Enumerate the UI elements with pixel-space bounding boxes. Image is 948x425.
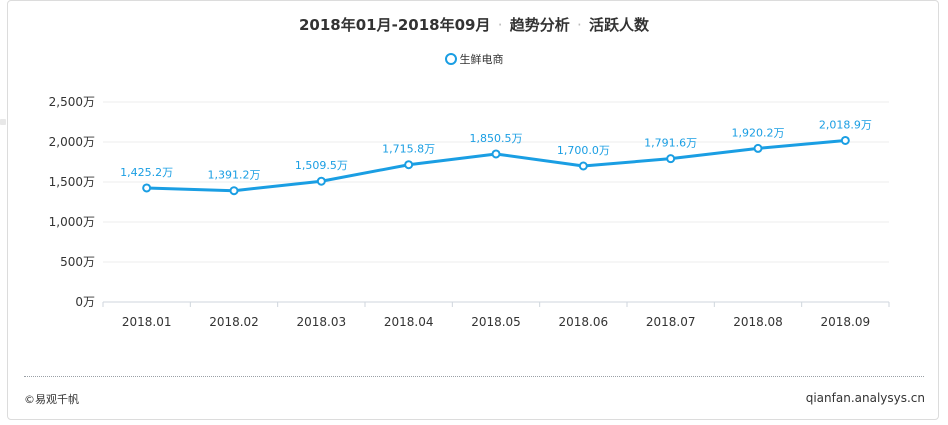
y-tick-label: 500万 <box>60 255 95 269</box>
data-label: 1,509.5万 <box>295 159 348 172</box>
x-tick-label: 2018.08 <box>733 315 783 329</box>
y-tick-label: 1,500万 <box>49 175 95 189</box>
x-tick-label: 2018.01 <box>122 315 172 329</box>
data-point <box>404 160 414 170</box>
data-label: 1,715.8万 <box>382 143 435 156</box>
title-metric: 活跃人数 <box>588 16 649 34</box>
title-range: 2018年01月-2018年09月 <box>298 16 491 34</box>
data-label: 1,391.2万 <box>208 169 261 182</box>
y-tick-label: 0万 <box>75 295 95 309</box>
legend-label: 生鲜电商 <box>459 53 504 66</box>
data-point <box>578 161 588 171</box>
x-tick-label: 2018.05 <box>471 315 521 329</box>
x-tick-label: 2018.04 <box>384 315 434 329</box>
x-tick-label: 2018.09 <box>821 315 871 329</box>
data-label: 1,700.0万 <box>557 144 610 157</box>
data-point <box>316 176 326 186</box>
y-tick-label: 2,500万 <box>49 95 95 109</box>
title-separator-2: · <box>576 16 582 34</box>
data-label: 1,920.2万 <box>732 126 785 139</box>
x-tick-label: 2018.02 <box>209 315 259 329</box>
title-separator: · <box>497 16 503 34</box>
legend[interactable]: 生鲜电商 <box>0 51 948 67</box>
data-point <box>229 186 239 196</box>
data-point <box>753 143 763 153</box>
footer-divider <box>24 376 924 377</box>
x-tick-label: 2018.06 <box>559 315 609 329</box>
data-label: 2,018.9万 <box>819 118 872 131</box>
x-tick-label: 2018.07 <box>646 315 696 329</box>
y-tick-label: 1,000万 <box>49 215 95 229</box>
title-analysis: 趋势分析 <box>509 16 570 34</box>
data-label: 1,791.6万 <box>644 137 697 150</box>
y-tick-label: 2,000万 <box>49 135 95 149</box>
data-point <box>491 149 501 159</box>
data-point <box>840 135 850 145</box>
data-label: 1,425.2万 <box>120 166 173 179</box>
legend-circle-icon <box>444 53 457 65</box>
chart-title: 2018年01月-2018年09月 · 趋势分析 · 活跃人数 <box>0 14 948 35</box>
copyright-text: ©易观千帆 <box>24 393 79 406</box>
x-tick-label: 2018.03 <box>297 315 347 329</box>
data-point <box>666 154 676 164</box>
data-point <box>142 183 152 193</box>
chart-frame <box>7 0 939 420</box>
series-line <box>146 138 846 193</box>
data-label: 1,850.5万 <box>470 132 523 145</box>
edge-mark <box>0 119 6 125</box>
site-url: qianfan.analysys.cn <box>805 391 925 405</box>
